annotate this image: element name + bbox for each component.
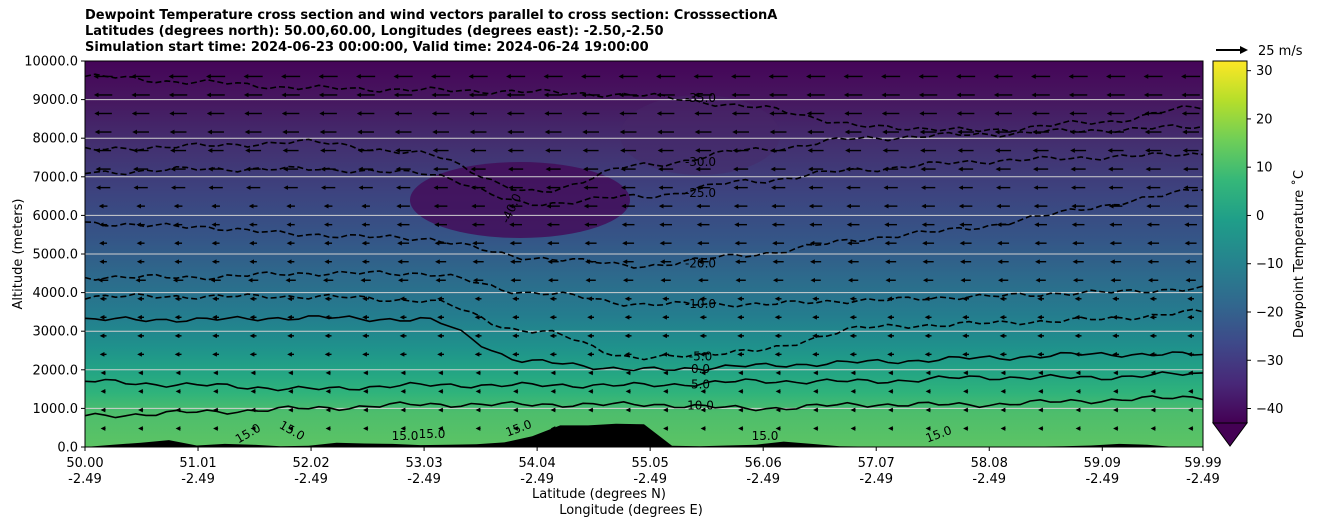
x-tick-label-lon: -2.49 (1085, 472, 1119, 487)
terrain-profile (85, 423, 1203, 447)
x-tick-label-lat: 57.07 (858, 456, 895, 471)
x-tick-label-lon: -2.49 (407, 472, 441, 487)
colorbar-tick-label: 30 (1256, 64, 1273, 79)
contour-lines (85, 73, 1203, 419)
contour-label: -30.0 (685, 155, 716, 169)
quiver-key-label: 25 m/s (1258, 44, 1303, 59)
y-tick-label: 2000.0 (33, 363, 79, 378)
y-axis: 0.0 1000.0 2000.0 3000.0 4000.0 5000.0 6000.0 7… (24, 55, 85, 456)
contour--5.0 (85, 292, 1203, 361)
contour-label: 15.0 (419, 427, 446, 441)
colorbar-tick-label: −10 (1256, 257, 1283, 272)
y-tick-label: 3000.0 (33, 325, 79, 340)
colorbar-ticks: −40 −30 −20 −10 0 10 20 30 (1247, 64, 1283, 417)
quiver-key-arrowhead (1240, 46, 1248, 54)
colorbar-extend-min (1212, 422, 1248, 447)
x-axis-label-2: Longitude (degrees E) (559, 503, 703, 518)
contour--35.0 (85, 73, 1203, 133)
horizontal-grid (85, 99, 1203, 409)
y-tick-label: 10000.0 (24, 55, 78, 70)
x-tick-label-lat: 55.05 (632, 456, 669, 471)
chart-title-line-3: Simulation start time: 2024-06-23 00:00:… (85, 40, 649, 55)
colorbar-label: Dewpoint Temperature ˚C (1291, 170, 1307, 338)
x-tick-label-lon: -2.49 (972, 472, 1006, 487)
y-tick-label: 7000.0 (33, 170, 79, 185)
x-tick-label-lon: -2.49 (746, 472, 780, 487)
contour-label: 5.0 (691, 377, 710, 391)
contour--25.0 (85, 152, 1203, 207)
x-tick-label-lon: -2.49 (68, 472, 102, 487)
contour-label: 15.0 (392, 429, 419, 443)
contour-label: -5.0 (689, 350, 712, 364)
contour--30.0 (85, 124, 1203, 193)
colorbar-tick-label: −30 (1256, 354, 1283, 369)
y-axis-label: Altitude (meters) (11, 199, 26, 310)
x-axis-label: Latitude (degrees N) (532, 487, 666, 502)
contour-10.0 (85, 395, 1203, 419)
x-tick-label-lat: 53.03 (405, 456, 442, 471)
chart-title-line-2: Latitudes (degrees north): 50.00,60.00, … (85, 24, 664, 39)
colorbar-tick-label: −40 (1256, 402, 1283, 417)
contour-label: -10.0 (685, 297, 716, 311)
x-tick-label-lat: 54.04 (519, 456, 556, 471)
x-tick-label-lon: -2.49 (859, 472, 893, 487)
y-tick-label: 1000.0 (33, 402, 79, 417)
x-tick-label-lat: 56.06 (745, 456, 782, 471)
x-axis: 50.00-2.4951.01-2.4952.02-2.4953.03-2.49… (66, 447, 1222, 487)
y-tick-label: 9000.0 (33, 93, 79, 108)
colorbar-tick-label: 20 (1256, 112, 1273, 127)
contour-label: 10.0 (687, 398, 714, 412)
y-tick-label: 6000.0 (33, 209, 79, 224)
contour-label: -20.0 (685, 256, 716, 270)
y-tick-label: 0.0 (57, 441, 78, 456)
contour-5.0 (85, 371, 1203, 392)
contour--20.0 (85, 188, 1203, 269)
x-tick-label-lon: -2.49 (520, 472, 554, 487)
colorbar-tick-label: −20 (1256, 305, 1283, 320)
colorbar-scale (1212, 60, 1248, 424)
x-tick-label-lat: 58.08 (971, 456, 1008, 471)
colorbar-tick-label: 10 (1256, 161, 1273, 176)
x-tick-label-lon: -2.49 (181, 472, 215, 487)
y-tick-label: 4000.0 (33, 286, 79, 301)
contour-label: 15.0 (752, 429, 779, 443)
contour-label: -25.0 (685, 186, 716, 200)
contour-0.0 (85, 315, 1203, 372)
y-tick-label: 8000.0 (33, 132, 79, 147)
x-tick-label-lon: -2.49 (1186, 472, 1220, 487)
plot-area: -35.0 -30.0 -25.0 -20.0 -10.0 -5.00.05.0 10.0 1… (85, 61, 1203, 447)
x-tick-label-lat: 52.02 (292, 456, 329, 471)
colorbar: −40 −30 −20 −10 0 10 20 30 Dewpoint Temperature… (1212, 60, 1307, 447)
quiver-key: 25 m/s (1216, 44, 1303, 59)
colorbar-tick-label: 0 (1256, 209, 1264, 224)
contour--10.0 (85, 270, 1203, 308)
x-tick-label-lat: 51.01 (179, 456, 216, 471)
x-tick-label-lon: -2.49 (294, 472, 328, 487)
chart-title-line-1: Dewpoint Temperature cross section and w… (85, 8, 778, 23)
y-tick-label: 5000.0 (33, 248, 79, 263)
x-tick-label-lat: 59.09 (1084, 456, 1121, 471)
contour-label: -35.0 (685, 91, 716, 105)
wind-vectors (93, 74, 1201, 431)
x-tick-label-lat: 59.99 (1184, 456, 1221, 471)
x-tick-label-lon: -2.49 (633, 472, 667, 487)
contour-label: 0.0 (691, 362, 710, 376)
x-tick-label-lat: 50.00 (66, 456, 103, 471)
dry-core-region (410, 162, 630, 238)
